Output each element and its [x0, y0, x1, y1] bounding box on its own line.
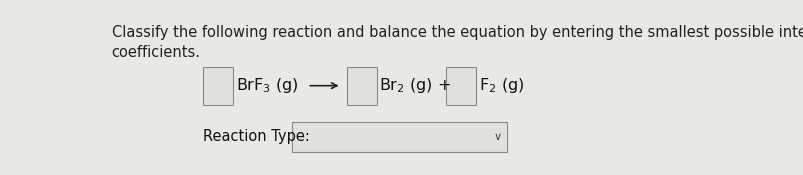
Bar [203, 67, 233, 104]
Text: BrF$_3$ (g): BrF$_3$ (g) [235, 76, 298, 95]
Bar [346, 67, 376, 104]
Text: Classify the following reaction and balance the equation by entering the smalles: Classify the following reaction and bala… [112, 25, 803, 60]
Bar [446, 67, 475, 104]
Text: Reaction Type:: Reaction Type: [203, 129, 310, 144]
Text: Br$_2$ (g) +: Br$_2$ (g) + [378, 76, 450, 95]
Text: ∨: ∨ [493, 132, 502, 142]
Text: F$_2$ (g): F$_2$ (g) [478, 76, 524, 95]
Bar [292, 122, 507, 152]
